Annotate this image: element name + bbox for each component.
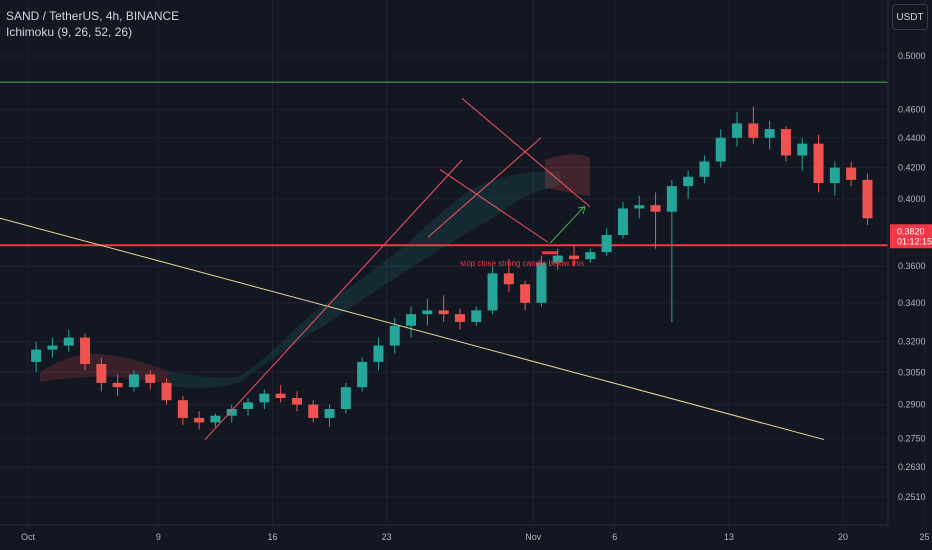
x-tick-label: 13 — [724, 532, 734, 542]
candle-body — [177, 400, 188, 418]
candle-body — [732, 123, 743, 138]
candle-body — [145, 374, 156, 383]
x-tick-label: Oct — [21, 532, 36, 542]
ichimoku-cloud — [40, 154, 590, 389]
wedge-lower-line — [439, 169, 549, 243]
symbol-title: SAND / TetherUS, 4h, BINANCE — [6, 9, 180, 23]
target-arrow-line — [549, 205, 586, 244]
candle-body — [683, 176, 694, 187]
y-tick-label: 0.3200 — [898, 337, 926, 347]
candle-body — [422, 310, 433, 315]
candle-body — [161, 382, 172, 401]
candle-body — [862, 179, 873, 219]
candle-body — [748, 123, 759, 138]
candle-body — [487, 273, 498, 311]
candle-body — [357, 361, 368, 388]
candle-body — [438, 310, 449, 315]
descending-trendline — [0, 217, 825, 441]
wedge-cross-line — [427, 137, 542, 238]
candle-body — [569, 255, 580, 260]
candle-body — [813, 143, 824, 183]
candle-body — [63, 337, 74, 346]
x-tick-label: 9 — [156, 532, 161, 542]
y-tick-label: 0.2900 — [898, 400, 926, 410]
y-tick-label: 0.3600 — [898, 261, 926, 271]
candle-body — [31, 349, 42, 362]
candle-body — [275, 393, 286, 398]
candle-body — [634, 205, 645, 209]
candle-body — [340, 387, 351, 410]
y-tick-label: 0.4000 — [898, 194, 926, 204]
ascending-channel-line — [204, 159, 463, 440]
candle-body — [112, 382, 123, 388]
x-tick-label: Nov — [525, 532, 542, 542]
candle-body — [503, 273, 514, 285]
currency-button[interactable]: USDT — [892, 4, 928, 30]
indicator-label: Ichimoku (9, 26, 52, 26) — [6, 25, 133, 39]
y-tick-label: 0.2750 — [898, 434, 926, 444]
drawings: stop close strong candle below this — [0, 97, 825, 441]
candle-body — [471, 310, 482, 322]
candle-body — [308, 404, 319, 418]
candle-body — [291, 397, 302, 405]
candle-body — [47, 345, 58, 350]
candle-body — [259, 393, 270, 403]
candle-body — [324, 409, 335, 418]
candle-body — [373, 345, 384, 362]
y-tick-label: 0.3400 — [898, 298, 926, 308]
x-tick-label: 6 — [612, 532, 617, 542]
current-price-value: 0.3820 — [897, 226, 925, 236]
y-tick-label: 0.4400 — [898, 133, 926, 143]
horizontal-levels — [0, 81, 888, 247]
candle-body — [194, 417, 205, 423]
candle-body — [210, 415, 221, 423]
grid — [0, 0, 925, 525]
current-price-tag — [890, 224, 932, 249]
x-tick-label: 20 — [838, 532, 848, 542]
candle-body — [80, 337, 91, 364]
y-tick-label: 0.2630 — [898, 462, 926, 472]
candle-body — [666, 186, 677, 212]
y-tick-label: 0.4200 — [898, 163, 926, 173]
y-tick-label: 0.2510 — [898, 492, 926, 502]
wedge-upper-line — [461, 97, 591, 208]
candle-body — [780, 129, 791, 156]
target-arrow-head — [577, 206, 586, 215]
candle-body — [389, 325, 400, 346]
y-tick-label: 0.4600 — [898, 104, 926, 114]
x-tick-label: 25 — [919, 532, 929, 542]
candle-body — [454, 314, 465, 322]
candle-body — [585, 252, 596, 260]
candle-countdown: 01:12:15 — [897, 236, 932, 246]
candle-body — [601, 234, 612, 253]
candle-body — [764, 129, 775, 138]
candle-body — [243, 402, 254, 410]
stop-marker — [542, 251, 558, 255]
x-tick-label: 16 — [267, 532, 277, 542]
chart-legend: SAND / TetherUS, 4h, BINANCE Ichimoku (9… — [6, 8, 179, 40]
stop-annotation: stop close strong candle below this — [460, 259, 584, 268]
y-tick-label: 0.3050 — [898, 367, 926, 377]
candle-body — [797, 143, 808, 156]
candle-body — [406, 314, 417, 326]
candle-body — [552, 255, 563, 263]
candle-body — [846, 167, 857, 180]
candle-body — [520, 284, 531, 303]
x-tick-label: 23 — [382, 532, 392, 542]
candles — [31, 106, 873, 430]
y-tick-label: 0.5000 — [898, 51, 926, 61]
candle-body — [829, 167, 840, 183]
candle-body — [226, 409, 237, 416]
candle-body — [699, 161, 710, 177]
candle-body — [536, 262, 547, 303]
candle-body — [650, 205, 661, 212]
candle-body — [96, 363, 107, 383]
candle-body — [128, 374, 139, 388]
candle-body — [715, 137, 726, 162]
candle-body — [617, 208, 628, 235]
